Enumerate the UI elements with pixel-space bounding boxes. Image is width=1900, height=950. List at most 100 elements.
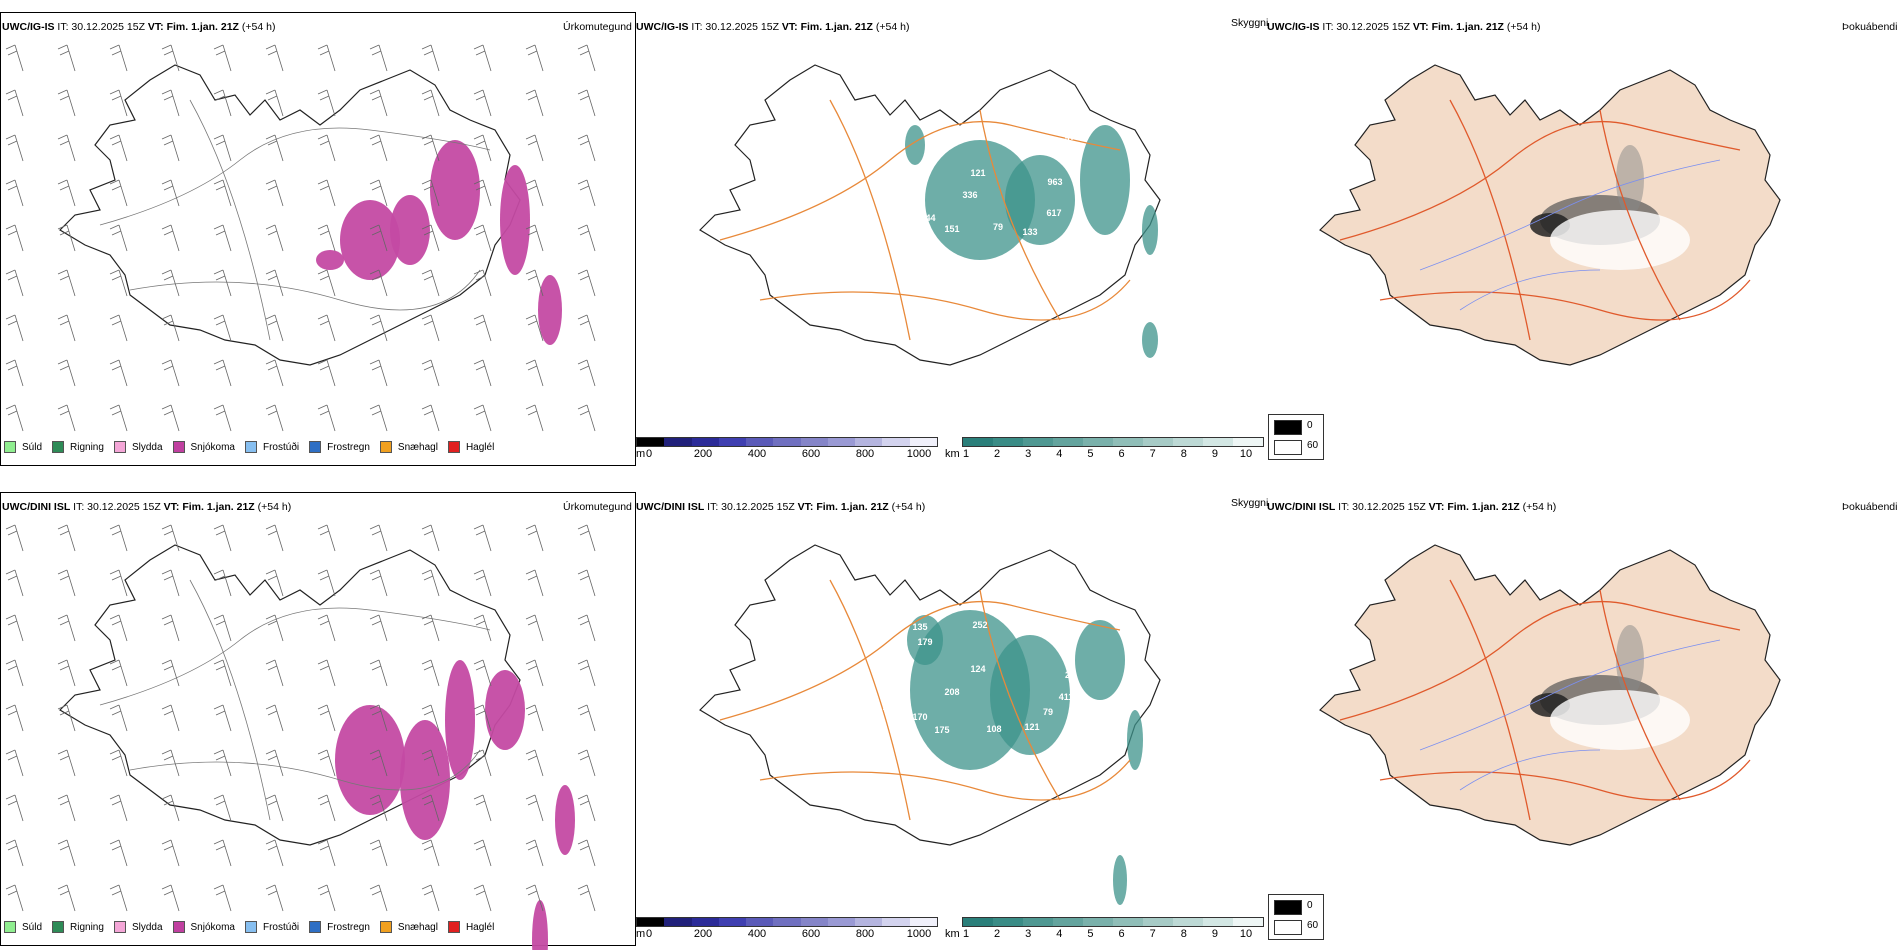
wind-barb — [317, 839, 336, 867]
wind-barb — [265, 179, 284, 207]
colorbar-step — [1053, 438, 1083, 446]
tick-label: 800 — [855, 928, 875, 940]
wind-barb — [317, 884, 336, 912]
wind-barb — [577, 749, 596, 777]
wind-barb — [213, 359, 232, 387]
ceiling-label: 121 — [1024, 722, 1039, 732]
ceiling-label: 175 — [934, 725, 949, 735]
wind-barb — [265, 659, 284, 687]
wind-barb — [265, 749, 284, 777]
wind-barb — [213, 659, 232, 687]
ceiling-label: 144 — [920, 213, 935, 223]
wind-barb — [57, 659, 76, 687]
wind-barb — [421, 134, 440, 162]
ceiling-label: 47 — [1065, 132, 1075, 142]
wind-barb — [161, 314, 180, 342]
fog-swatch — [1274, 900, 1302, 915]
wind-barb — [525, 749, 544, 777]
precip-legend-item: Frostúði — [244, 441, 300, 453]
road — [1339, 600, 1741, 721]
ceiling-label: 157 — [882, 702, 897, 712]
wind-barb — [577, 314, 596, 342]
wind-barb — [317, 44, 336, 72]
wind-barb — [525, 269, 544, 297]
vis-colorbar-dini — [962, 917, 1264, 927]
teal-blob — [1080, 125, 1130, 235]
river — [1459, 749, 1601, 791]
cloud-title-ig: Skyggni — [1231, 17, 1269, 29]
legend-label: Haglél — [465, 921, 495, 933]
precip-legend-item: Slydda — [113, 441, 163, 453]
road — [719, 120, 1121, 241]
wind-barb — [369, 704, 388, 732]
road — [129, 749, 481, 791]
map-cloud-dini: 157 170 175 208 124 108 121 79 411 27 252 135 179 — [699, 544, 1161, 905]
wind-barb — [161, 659, 180, 687]
colorbar-step — [800, 438, 828, 446]
wind-barb — [109, 749, 128, 777]
wind-barb — [57, 89, 76, 117]
fog-label: 60 — [1307, 440, 1319, 451]
wind-barb — [317, 794, 336, 822]
header-fog-dini: UWC/DINI ISL IT: 30.12.2025 15Z VT: Fim.… — [1267, 501, 1557, 513]
wind-barb — [5, 614, 24, 642]
precip-legend-ig: Súld Rigning Slydda Snjókoma Frostúði Frostre… — [4, 441, 504, 453]
snow-patch — [340, 200, 400, 280]
wind-barb — [473, 524, 492, 552]
wind-barb — [5, 839, 24, 867]
wind-barb — [369, 134, 388, 162]
wind-barb — [213, 179, 232, 207]
wind-barb — [421, 269, 440, 297]
ceiling-label: 108 — [986, 724, 1001, 734]
wind-barb — [265, 704, 284, 732]
fog-shading — [1530, 145, 1690, 270]
colorbar-step — [746, 918, 774, 926]
wind-barb — [421, 704, 440, 732]
wind-barb — [5, 704, 24, 732]
wind-barb — [57, 404, 76, 432]
teal-blob — [1142, 205, 1158, 255]
wind-barb — [265, 314, 284, 342]
header-fog-ig: UWC/IG-IS IT: 30.12.2025 15Z VT: Fim. 1.… — [1267, 21, 1541, 33]
wind-barb — [317, 614, 336, 642]
roads — [1339, 99, 1751, 341]
wind-barb — [369, 839, 388, 867]
legend-label: Frostúði — [262, 441, 300, 453]
teal-blob — [1005, 155, 1075, 245]
header-cloud-dini: UWC/DINI ISL IT: 30.12.2025 15Z VT: Fim.… — [636, 501, 926, 513]
wind-barb — [57, 134, 76, 162]
iceland-outline — [59, 64, 521, 366]
height-unit-ig: m — [636, 448, 646, 460]
colorbar-step — [963, 918, 993, 926]
wind-barb — [265, 224, 284, 252]
ceiling-label: 617 — [1046, 208, 1061, 218]
wind-barb — [317, 224, 336, 252]
wind-barb — [265, 794, 284, 822]
wind-barb — [213, 704, 232, 732]
wind-barb — [161, 269, 180, 297]
ceiling-label: 336 — [962, 190, 977, 200]
wind-barb — [5, 134, 24, 162]
road — [759, 279, 1131, 321]
wind-barb — [421, 794, 440, 822]
legend-swatch — [172, 441, 185, 453]
precip-title-dini: Úrkomutegund — [563, 501, 632, 513]
tick-label: 6 — [1118, 448, 1125, 460]
wind-barb — [525, 134, 544, 162]
snow-patch — [316, 250, 344, 270]
wind-barb — [369, 524, 388, 552]
snow-patch — [390, 195, 430, 265]
colorbar-step — [827, 438, 856, 446]
map-precip-dini — [59, 544, 575, 950]
ceiling-label: 170 — [912, 712, 927, 722]
colorbar-step — [909, 918, 937, 926]
wind-barb — [109, 704, 128, 732]
wind-barb — [473, 224, 492, 252]
snow-patch — [430, 140, 480, 240]
precip-legend-item: Frostregn — [309, 441, 370, 453]
wind-barb — [161, 524, 180, 552]
wind-barb — [369, 359, 388, 387]
wind-barb — [577, 659, 596, 687]
colorbar-step — [882, 918, 910, 926]
road — [829, 99, 911, 341]
